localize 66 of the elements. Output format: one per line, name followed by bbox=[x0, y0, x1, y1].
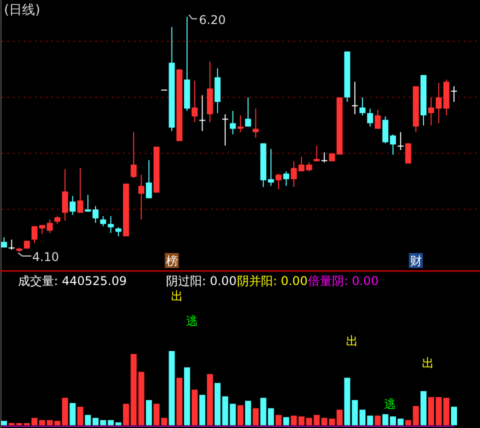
candlestick bbox=[77, 167, 84, 214]
candlestick bbox=[352, 81, 358, 115]
annotation: 逃 bbox=[384, 397, 396, 411]
bar bbox=[344, 378, 350, 426]
annotation: 榜 bbox=[166, 254, 178, 268]
text: 成交量: 440525.09 bbox=[18, 274, 127, 288]
candlestick bbox=[230, 110, 236, 135]
bar bbox=[77, 406, 84, 426]
chart-title: (日线) bbox=[4, 3, 40, 18]
candlestick bbox=[70, 195, 76, 216]
bar bbox=[443, 398, 450, 426]
bar bbox=[184, 367, 190, 426]
bar bbox=[176, 378, 182, 426]
candlestick bbox=[237, 114, 244, 133]
candlestick bbox=[46, 218, 53, 234]
candlestick bbox=[321, 152, 328, 163]
candlestick bbox=[199, 94, 206, 132]
candlestick bbox=[374, 109, 381, 130]
text: 出 bbox=[346, 334, 358, 348]
annotation: 出 bbox=[422, 356, 434, 370]
annotation: 4.10 bbox=[32, 250, 59, 264]
bar bbox=[252, 408, 259, 426]
bar bbox=[283, 417, 290, 426]
bar bbox=[420, 391, 426, 426]
candlestick bbox=[222, 114, 228, 146]
bar bbox=[70, 403, 76, 426]
candlestick bbox=[8, 239, 15, 250]
bar bbox=[1, 420, 7, 426]
candlestick bbox=[62, 168, 68, 222]
bar bbox=[230, 404, 236, 426]
bar bbox=[199, 394, 206, 426]
candlestick bbox=[276, 173, 282, 190]
candlestick bbox=[245, 96, 252, 128]
text: 出 bbox=[171, 289, 183, 303]
bar bbox=[206, 374, 213, 426]
candlestick bbox=[1, 236, 7, 248]
candlestick bbox=[283, 170, 290, 186]
text: 阴并阳: 0.00 bbox=[237, 274, 308, 288]
candlestick bbox=[398, 132, 404, 151]
candlestick bbox=[405, 142, 412, 164]
candlestick bbox=[367, 108, 374, 128]
text: 逃 bbox=[186, 314, 198, 328]
candlestick bbox=[359, 96, 366, 116]
bar bbox=[276, 414, 282, 426]
bar bbox=[138, 372, 144, 426]
candlestick bbox=[451, 86, 457, 102]
bar bbox=[412, 406, 419, 426]
candlestick bbox=[192, 80, 198, 123]
text: 阴过阳: 0.00 bbox=[166, 274, 237, 288]
bar bbox=[192, 390, 198, 426]
bar bbox=[237, 405, 244, 426]
bar bbox=[146, 400, 152, 426]
bar bbox=[245, 400, 252, 426]
bar bbox=[405, 420, 412, 426]
candlestick bbox=[108, 216, 114, 234]
candlestick bbox=[314, 145, 320, 162]
text: 倍量阴: 0.00 bbox=[308, 274, 379, 288]
bar bbox=[451, 406, 457, 426]
candlestick bbox=[130, 132, 137, 179]
candlestick bbox=[100, 216, 106, 227]
annotation: 6.20 bbox=[199, 12, 226, 27]
bar bbox=[168, 351, 175, 426]
candlestick bbox=[146, 160, 152, 199]
bar bbox=[374, 416, 381, 426]
candlestick bbox=[138, 174, 144, 220]
annotation: 财 bbox=[410, 254, 422, 268]
